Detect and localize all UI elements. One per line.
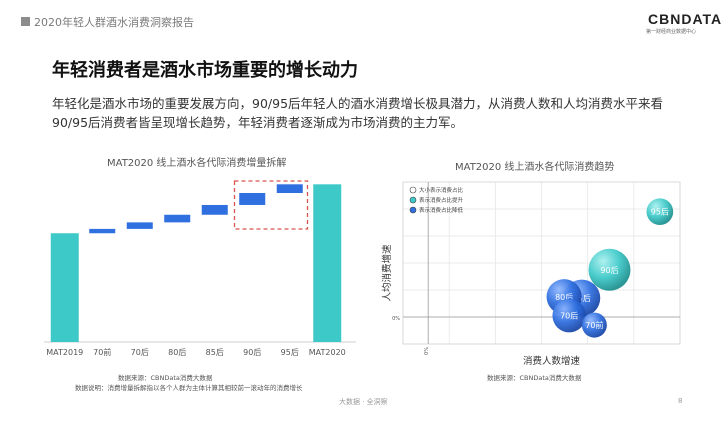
waterfall-category-label: MAT2020 — [309, 348, 346, 357]
waterfall-bar — [276, 184, 303, 194]
waterfall-bar — [50, 233, 79, 342]
bubble-point-label: 85后 — [573, 293, 591, 303]
bubble-x-origin-label: 0% — [424, 347, 430, 355]
report-title: 2020年轻人群酒水消费洞察报告 — [34, 16, 194, 29]
legend-swatch-icon — [409, 196, 417, 204]
bubble-chart: 0% 0% 消费人数增速 人均消费增速 大小表示消费占比表示消费占比提升表示消费占比降低… — [381, 181, 681, 367]
waterfall-category-label: 95后 — [281, 347, 299, 357]
bubble-source: 数据来源：CBNData消费大数据 — [487, 374, 582, 382]
bubble-y-origin-label: 0% — [392, 316, 400, 322]
slide-description: 年轻化是酒水市场的重要发展方向，90/95后年轻人的酒水消费增长极具潜力，从消费… — [52, 96, 664, 130]
waterfall-bar — [201, 204, 228, 215]
waterfall-category-label: 90后 — [243, 347, 261, 357]
waterfall-category-label: 70后 — [131, 347, 149, 357]
waterfall-bar — [126, 222, 153, 229]
page-number: 8 — [678, 397, 683, 405]
brand-logo: CBNDATA — [648, 11, 722, 27]
bubble-point-label: 90后 — [600, 265, 618, 275]
bubble-y-axis-label: 人均消费增速 — [381, 244, 393, 302]
bubble-point-label: 80后 — [555, 292, 573, 302]
waterfall-category-label: MAT2019 — [46, 348, 83, 357]
bubble-point — [552, 298, 586, 333]
brand-logo-subtitle: 第一财经商业数据中心 — [646, 29, 697, 35]
waterfall-bar — [313, 184, 342, 342]
legend-label: 表示消费占比提升 — [419, 196, 464, 204]
bubble-chart-title: MAT2020 线上酒水各代际消费趋势 — [455, 162, 615, 173]
bubble-point-label: 70前 — [585, 320, 603, 330]
bubble-x-axis-label: 消费人数增速 — [523, 355, 581, 367]
bubble-point — [581, 312, 607, 338]
bubble-point-label: 70后 — [560, 311, 578, 321]
bubble-point — [646, 198, 674, 226]
waterfall-note: 数据说明：消费增量拆解指以各个人群为主体计算其相较前一滚动年的消费增长 — [75, 384, 303, 392]
waterfall-chart: MAT2019 70前 70后 80后 85后 90后 95后 MAT2020 — [44, 180, 356, 357]
waterfall-bar — [89, 228, 116, 234]
bubble-point — [588, 248, 631, 291]
legend-label: 大小表示消费占比 — [419, 186, 464, 194]
header-square-icon — [21, 17, 30, 26]
waterfall-category-label: 70前 — [93, 347, 111, 357]
legend-swatch-icon — [409, 206, 417, 214]
waterfall-category-label: 85后 — [206, 347, 224, 357]
legend-label: 表示消费占比降低 — [419, 206, 464, 214]
slide-title: 年轻消费者是酒水市场重要的增长动力 — [52, 60, 358, 81]
footer-text: 大数据 · 全洞察 — [339, 398, 388, 406]
waterfall-category-label: 80后 — [168, 347, 186, 357]
bubble-point-label: 95后 — [651, 207, 669, 217]
waterfall-chart-title: MAT2020 线上酒水各代际消费增量拆解 — [107, 158, 287, 169]
legend-swatch-icon — [409, 186, 417, 194]
waterfall-bar — [239, 193, 266, 205]
waterfall-source: 数据来源：CBNData消费大数据 — [118, 374, 213, 382]
waterfall-highlight-box — [233, 180, 309, 230]
waterfall-bar — [164, 214, 191, 223]
bubble-plot-frame — [402, 181, 681, 345]
